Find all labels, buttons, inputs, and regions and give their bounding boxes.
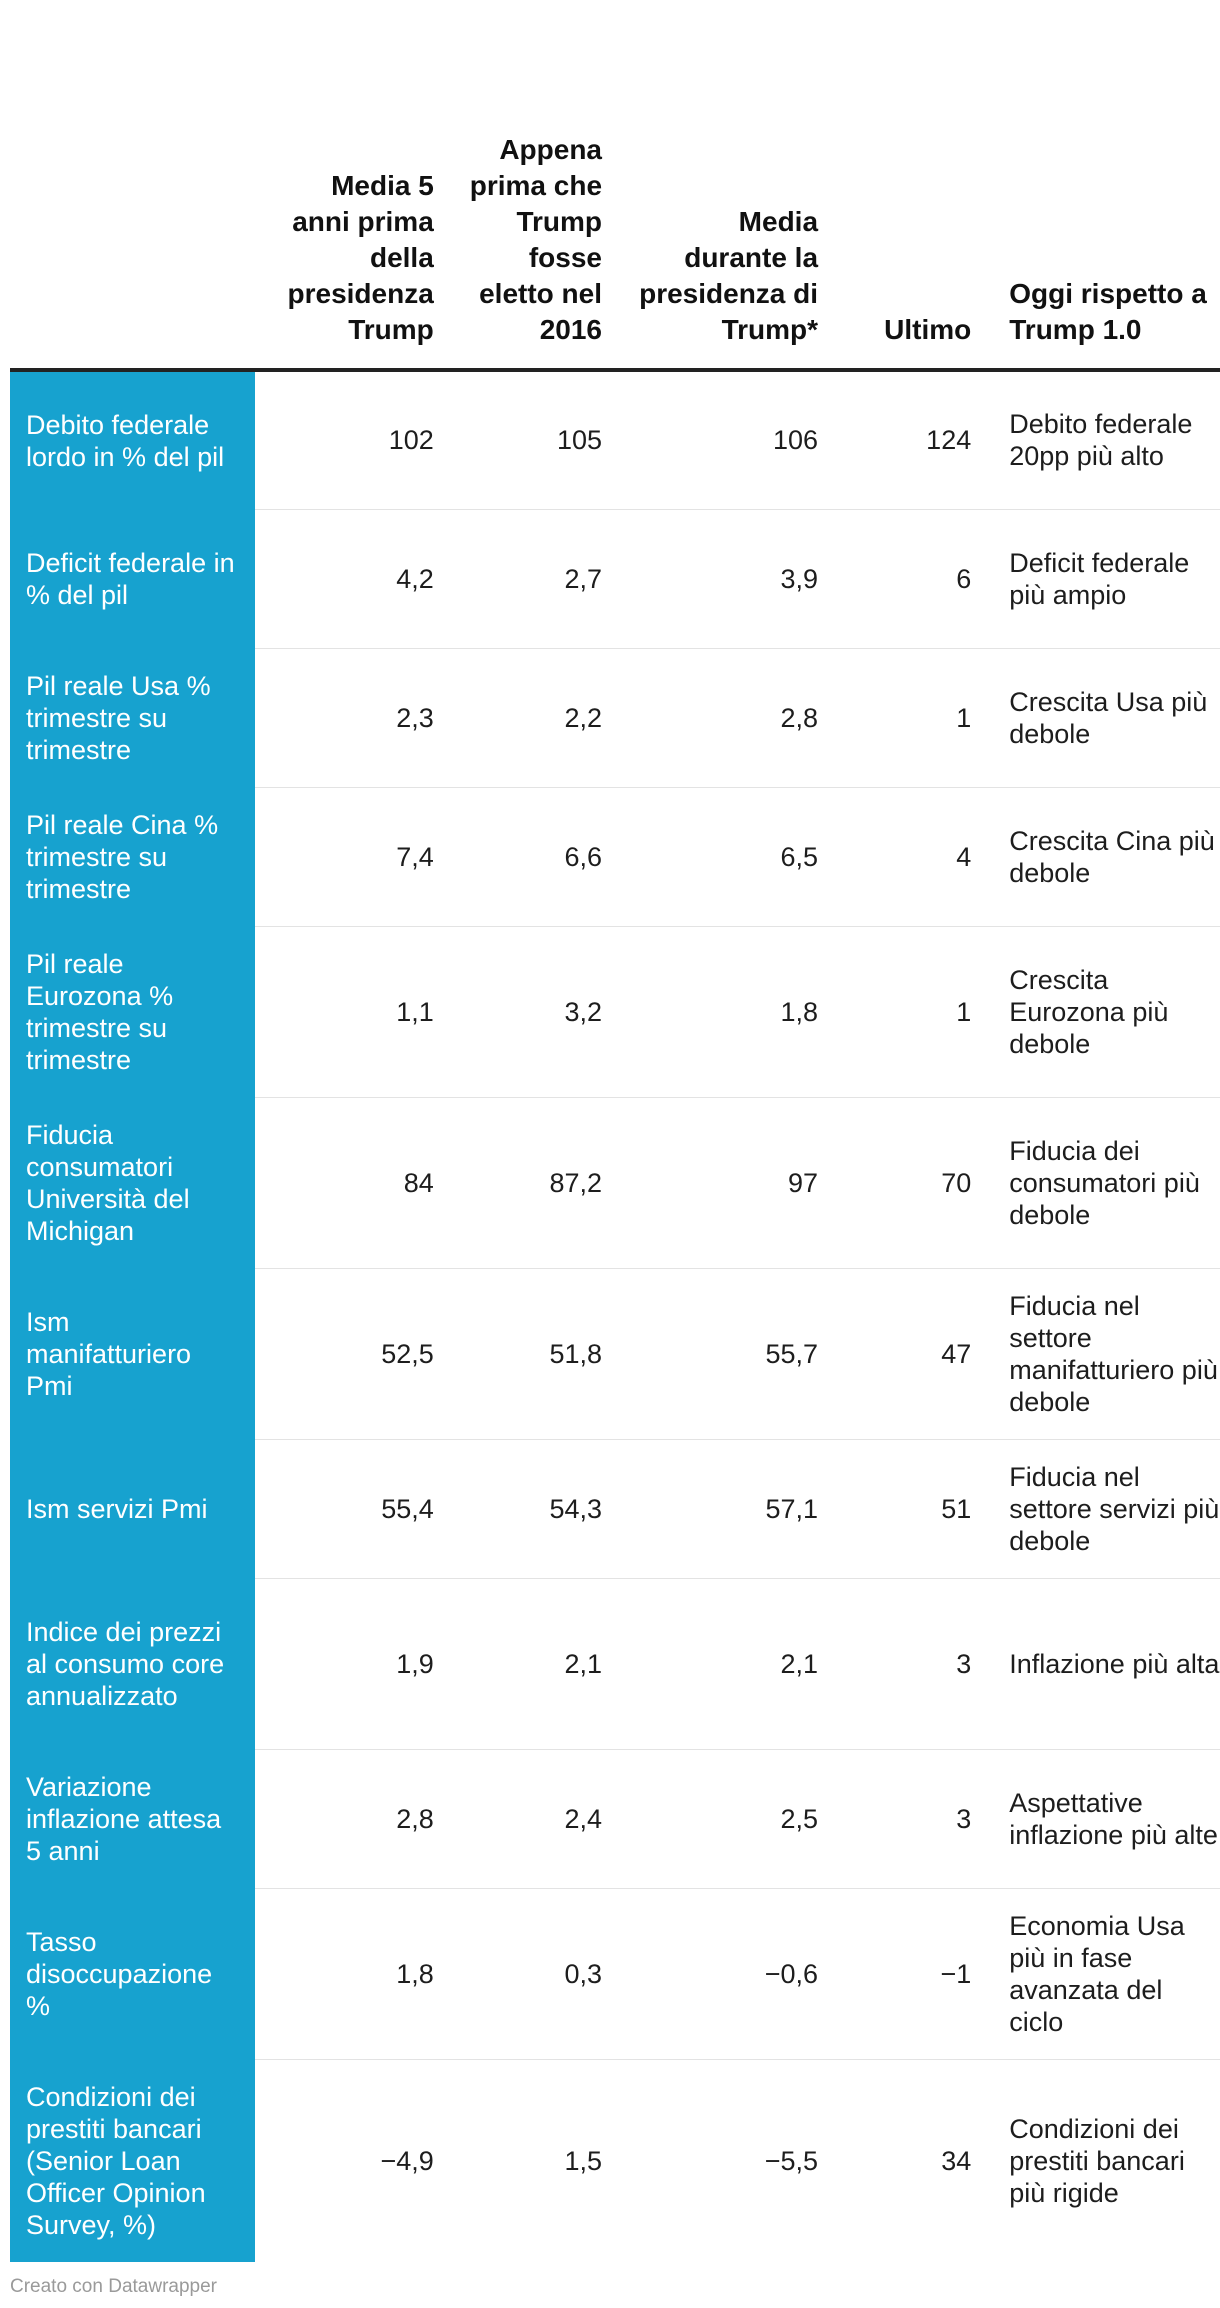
table-row: Ism manifatturiero Pmi 52,5 51,8 55,7 47 Fidu… — [10, 1268, 1220, 1440]
table-row: Ism servizi Pmi 55,4 54,3 57,1 51 Fiducia nel… — [10, 1439, 1220, 1579]
table-row: Condizioni dei prestiti bancari (Senior … — [10, 2059, 1220, 2262]
value-cell: 102 — [254, 370, 449, 510]
value-cell: 1 — [833, 926, 987, 1098]
header-avg-5y-before: Media 5 anni prima della presidenza Trum… — [254, 38, 449, 372]
value-cell: 2,8 — [254, 1749, 449, 1889]
table-row: Indice dei prezzi al consumo core annual… — [10, 1578, 1220, 1750]
comparison-note: Condizioni dei prestiti bancari più rigi… — [1009, 2113, 1185, 2208]
value-cell: 51 — [833, 1439, 987, 1579]
value-cell: 3,9 — [617, 509, 834, 649]
comparison-note: Crescita Eurozona più debole — [986, 926, 1220, 1098]
value-cell: 6,6 — [448, 787, 618, 927]
value-cell: 1,1 — [254, 926, 449, 1098]
value-cell: 51,8 — [448, 1268, 618, 1440]
table-row: Deficit federale in % del pil 4,2 2,7 3,9 6 D… — [10, 509, 1220, 649]
value-cell: 0,3 — [448, 1888, 618, 2060]
value-cell: 1,8 — [254, 1888, 449, 2060]
value-cell: −1 — [833, 1888, 987, 2060]
value-cell: 97 — [617, 1097, 834, 1269]
comparison-note: Fiducia dei consumatori più debole — [986, 1097, 1220, 1269]
row-label: Debito federale lordo in % del pil — [10, 370, 255, 509]
table-body: Debito federale lordo in % del pil 102 105… — [10, 370, 1220, 2262]
value-cell: 4,2 — [254, 509, 449, 649]
table-row: Variazione inflazione attesa 5 anni 2,8 2,… — [10, 1749, 1220, 1889]
value-cell: 1,5 — [564, 2145, 603, 2176]
value-cell: 2,1 — [448, 1578, 618, 1750]
comparison-note: Economia Usa più in fase avanzata del ci… — [986, 1888, 1220, 2060]
header-indicator — [10, 38, 255, 372]
datawrapper-credit: Creato con Datawrapper — [10, 2276, 217, 2297]
comparison-table: Media 5 anni prima della presidenza Trum… — [10, 38, 1220, 2262]
row-label: Indice dei prezzi al consumo core annual… — [10, 1578, 255, 1749]
value-cell: 34 — [941, 2145, 972, 2176]
comparison-note: Crescita Cina più debole — [986, 787, 1220, 927]
value-cell: 55,4 — [254, 1439, 449, 1579]
value-cell: 47 — [833, 1268, 987, 1440]
row-label: Deficit federale in % del pil — [10, 509, 255, 648]
value-cell: −5,5 — [764, 2145, 819, 2176]
comparison-note: Debito federale 20pp più alto — [986, 370, 1220, 510]
table-row: Tasso disoccupazione % 1,8 0,3 −0,6 −1 Econom… — [10, 1888, 1220, 2060]
comparison-note: Fiducia nel settore manifatturiero più d… — [986, 1268, 1220, 1440]
comparison-note: Inflazione più alta — [986, 1578, 1220, 1750]
value-cell: 6,5 — [617, 787, 834, 927]
header-avg-during-presidency: Media durante la presidenza di Trump* — [617, 38, 834, 372]
value-cell: 4 — [833, 787, 987, 927]
value-cell: 124 — [833, 370, 987, 510]
header-row: Media 5 anni prima della presidenza Trum… — [10, 38, 1220, 372]
row-label: Pil reale Cina % trimestre su trimestre — [10, 787, 255, 926]
value-cell: 2,8 — [617, 648, 834, 788]
value-cell: 3 — [833, 1578, 987, 1750]
value-cell: −4,9 — [380, 2145, 434, 2176]
table-row: Fiducia consumatori Università del Michi… — [10, 1097, 1220, 1269]
value-cell: 3,2 — [448, 926, 618, 1098]
row-label: Condizioni dei prestiti bancari (Senior … — [10, 2059, 255, 2262]
table-row: Debito federale lordo in % del pil 102 105… — [10, 370, 1220, 510]
row-label: Variazione inflazione attesa 5 anni — [10, 1749, 255, 1888]
header-before-election-2016: Appena prima che Trump fosse eletto nel … — [448, 38, 618, 372]
value-cell: 84 — [254, 1097, 449, 1269]
value-cell: 105 — [448, 370, 618, 510]
value-cell: 106 — [617, 370, 834, 510]
value-cell: 7,4 — [254, 787, 449, 927]
row-label: Ism servizi Pmi — [10, 1439, 255, 1578]
row-label: Ism manifatturiero Pmi — [10, 1268, 255, 1439]
value-cell: 1,8 — [617, 926, 834, 1098]
value-cell: 70 — [833, 1097, 987, 1269]
comparison-note: Crescita Usa più debole — [986, 648, 1220, 788]
value-cell: 2,7 — [448, 509, 618, 649]
row-label: Tasso disoccupazione % — [10, 1888, 255, 2059]
value-cell: 87,2 — [448, 1097, 618, 1269]
value-cell: 54,3 — [448, 1439, 618, 1579]
value-cell: 2,1 — [617, 1578, 834, 1750]
header-today-vs-trump1: Oggi rispetto a Trump 1.0 — [986, 38, 1220, 372]
table-row: Pil reale Eurozona % trimestre su trimes… — [10, 926, 1220, 1098]
value-cell: 2,2 — [448, 648, 618, 788]
row-label: Pil reale Eurozona % trimestre su trimes… — [10, 926, 255, 1097]
row-label: Fiducia consumatori Università del Michi… — [10, 1097, 255, 1268]
value-cell: 52,5 — [254, 1268, 449, 1440]
value-cell: 3 — [833, 1749, 987, 1889]
value-cell: 57,1 — [617, 1439, 834, 1579]
value-cell: 2,5 — [617, 1749, 834, 1889]
value-cell: 1,9 — [254, 1578, 449, 1750]
value-cell: −0,6 — [617, 1888, 834, 2060]
comparison-note: Deficit federale più ampio — [986, 509, 1220, 649]
table-row: Pil reale Usa % trimestre su trimestre 2,… — [10, 648, 1220, 788]
value-cell: 2,3 — [254, 648, 449, 788]
comparison-note: Aspettative inflazione più alte — [986, 1749, 1220, 1889]
row-label: Pil reale Usa % trimestre su trimestre — [10, 648, 255, 787]
table-row: Pil reale Cina % trimestre su trimestre 7… — [10, 787, 1220, 927]
value-cell: 1 — [833, 648, 987, 788]
datawrapper-table-figure: Media 5 anni prima della presidenza Trum… — [10, 0, 1220, 2308]
comparison-note: Fiducia nel settore servizi più debole — [986, 1439, 1220, 1579]
value-cell: 6 — [833, 509, 987, 649]
value-cell: 55,7 — [617, 1268, 834, 1440]
value-cell: 2,4 — [448, 1749, 618, 1889]
header-latest: Ultimo — [833, 38, 987, 372]
